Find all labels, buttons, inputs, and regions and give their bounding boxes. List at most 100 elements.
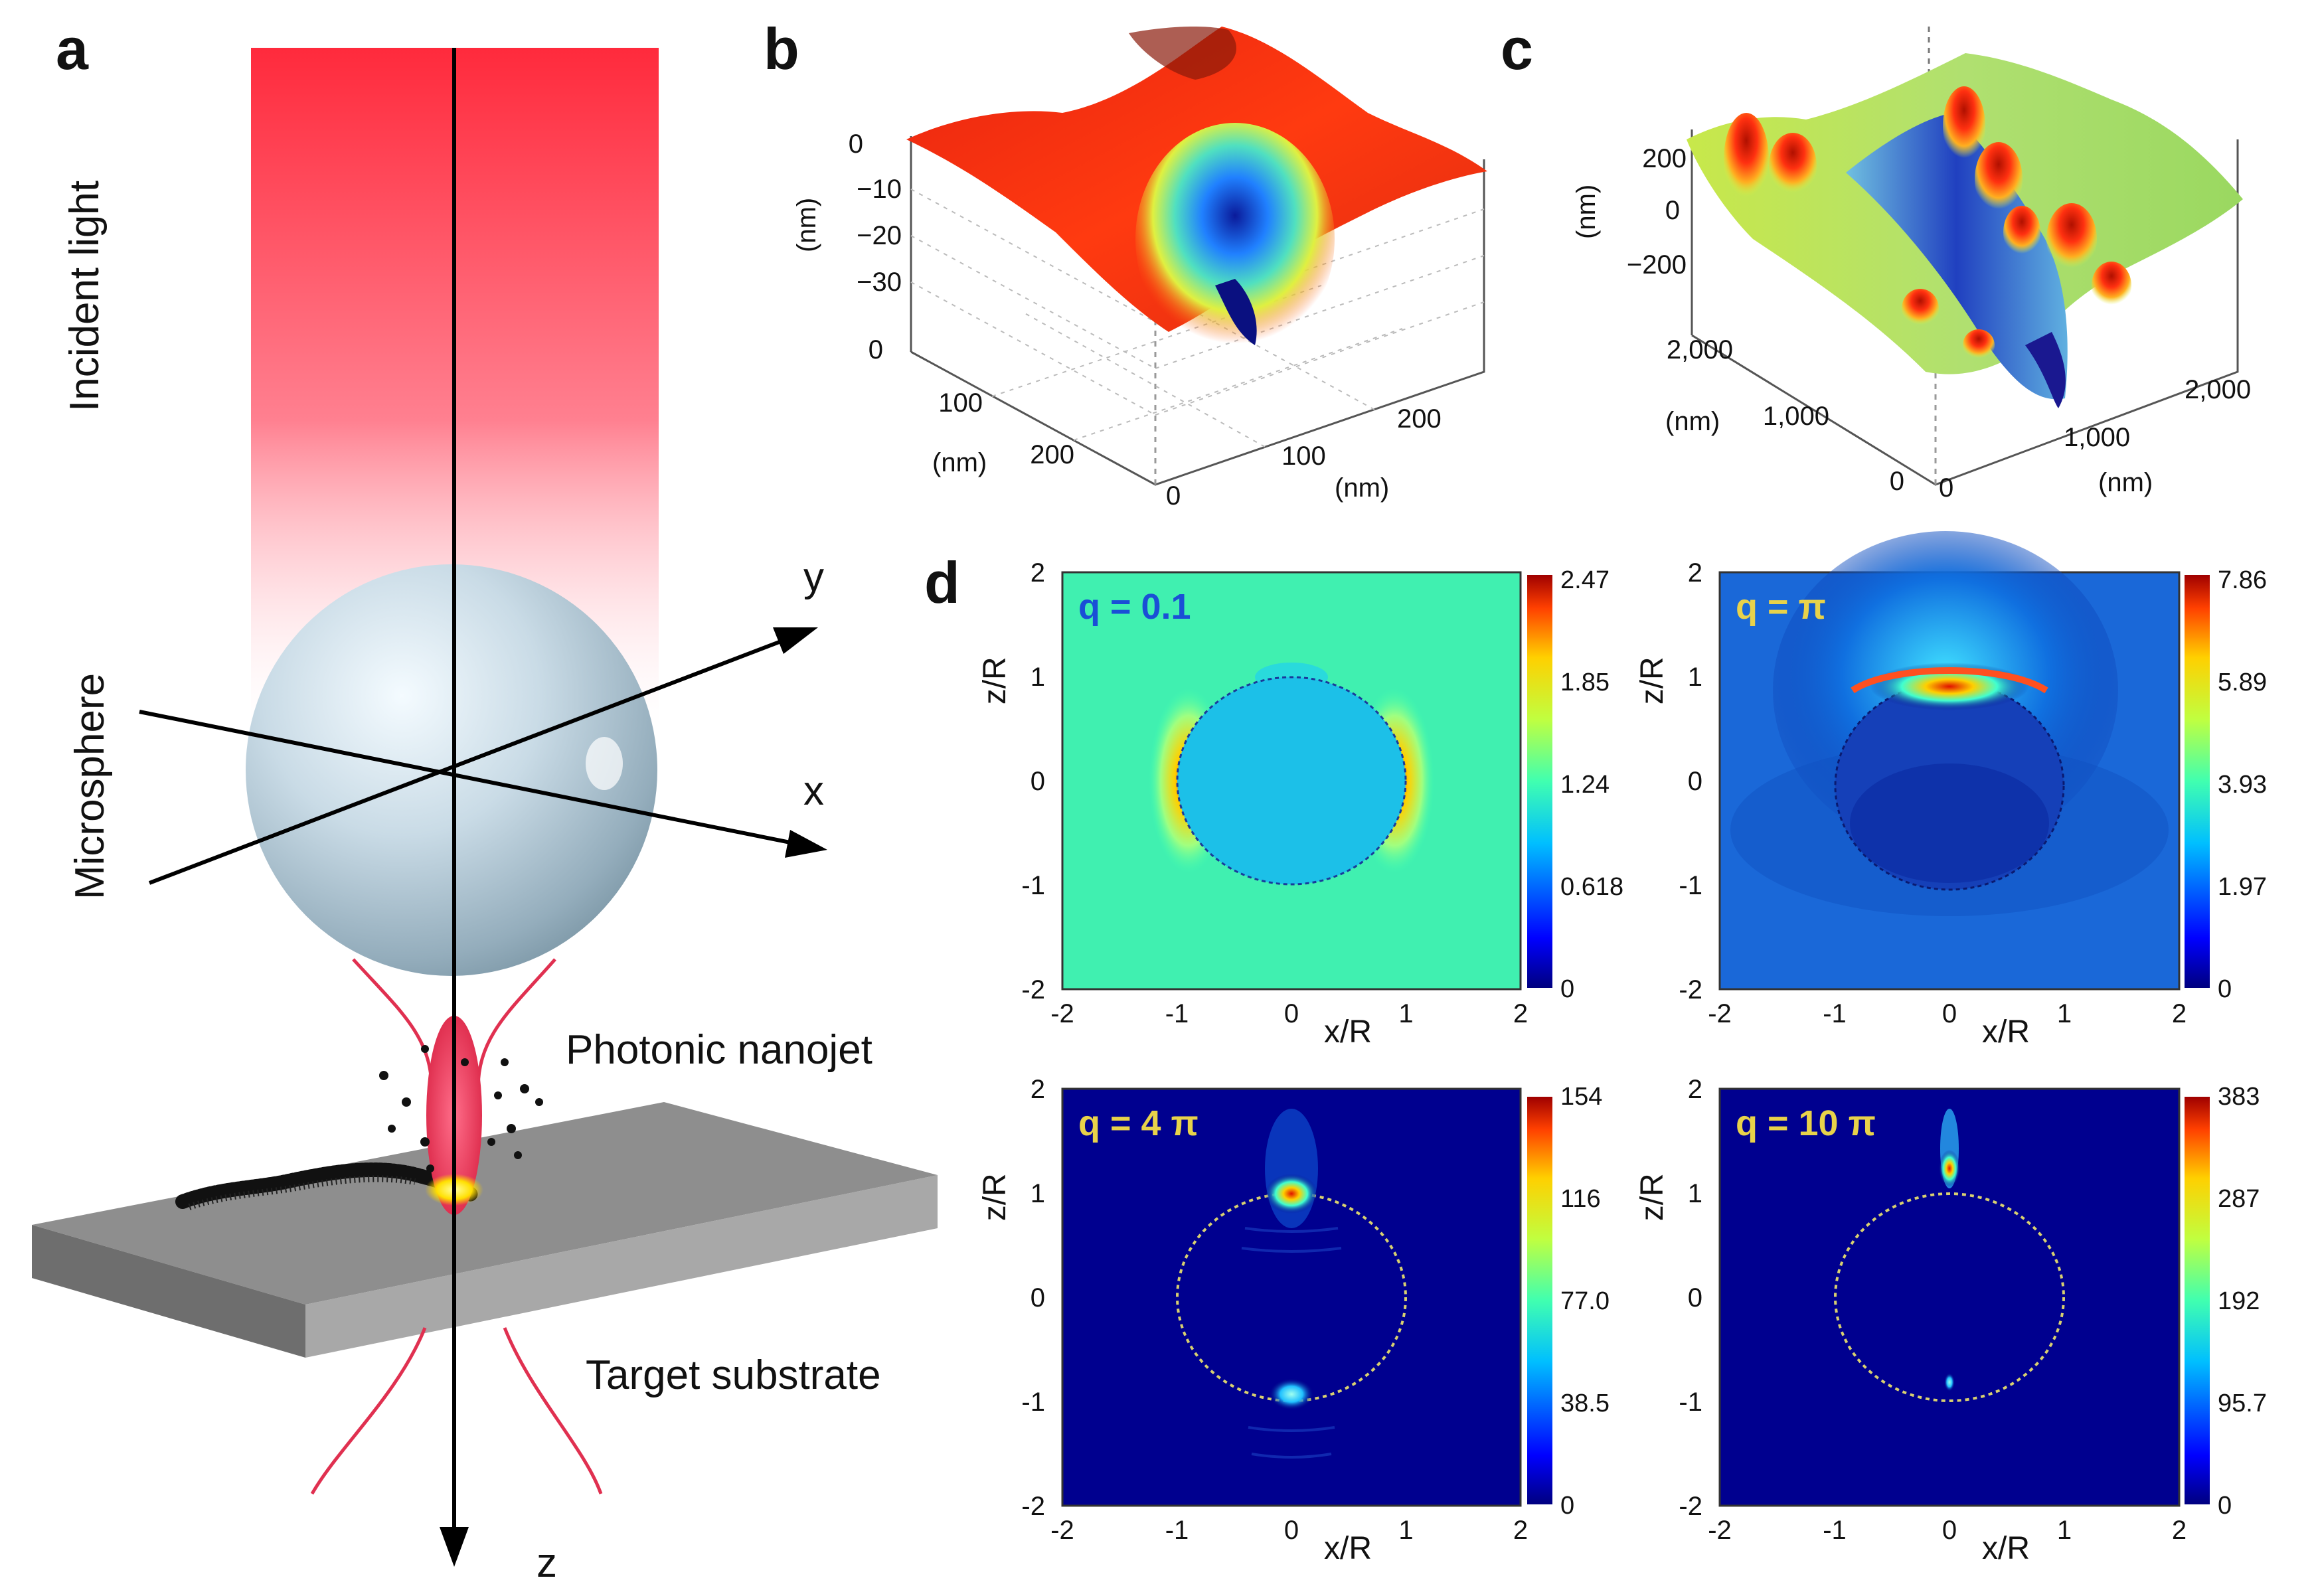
nanojet-boundary-lower-right [503, 1327, 603, 1494]
b-right-tick-1: 100 [1282, 441, 1326, 471]
y-tick-1-0: 2 [1688, 558, 1702, 588]
pit-b [1135, 123, 1335, 355]
q-label-1: q = π [1736, 587, 1826, 627]
b-z-unit: (nm) [792, 198, 821, 252]
panel-letter-d: d [924, 550, 960, 615]
y-axis-label-1: z/R [1635, 657, 1670, 704]
x-axis-label: x [803, 768, 824, 814]
y-axis-label: y [803, 554, 824, 600]
y-tick-0-4: -2 [1021, 975, 1045, 1004]
coordinate-axes [139, 48, 811, 1544]
field-map-q10pi [1718, 1087, 2181, 1507]
panel-a: a Incident light [32, 16, 938, 1586]
colorbar-tick-2-4: 0 [1560, 1492, 1574, 1520]
panel-b: b 0 −10 −20 −30 (nm) 0 100 200 (nm) 0 10 [764, 16, 1487, 511]
colorbar-1 [2185, 575, 2210, 988]
c-z-unit: (nm) [1572, 185, 1601, 239]
c-z-tick-1: 0 [1665, 196, 1680, 225]
x-tick-1-1: -1 [1823, 999, 1847, 1028]
c-left-tick-2: 2,000 [1667, 335, 1733, 364]
b-z-tick-2: −20 [857, 221, 902, 250]
colorbar-tick-0-0: 2.47 [1560, 566, 1610, 594]
y-tick-3-2: 0 [1688, 1283, 1702, 1313]
colorbar-tick-1-1: 5.89 [2218, 669, 2267, 696]
x-tick-2-1: -1 [1165, 1516, 1189, 1545]
colorbar-tick-2-1: 116 [1560, 1185, 1601, 1213]
y-axis-label-0: z/R [977, 657, 1013, 704]
c-right-unit: (nm) [2098, 468, 2153, 497]
c-right-tick-2: 2,000 [2185, 375, 2251, 404]
y-tick-3-1: 1 [1688, 1179, 1702, 1208]
c-right-tick-0: 0 [1939, 473, 1953, 503]
x-tick-3-3: 1 [2057, 1516, 2072, 1545]
y-axis-label-3: z/R [1635, 1173, 1670, 1221]
y-tick-2-4: -2 [1021, 1492, 1045, 1521]
panel-d: d [924, 531, 2267, 1566]
x-tick-1-2: 0 [1942, 999, 1957, 1028]
x-tick-0-0: -2 [1050, 999, 1074, 1028]
panel-c: c 200 0 −200 (nm) 0 1,000 2,000 (nm) [1501, 16, 2251, 503]
x-axis-arrow [785, 830, 827, 858]
y-tick-0-1: 1 [1031, 663, 1045, 692]
nanojet-boundary-lower-left [310, 1327, 427, 1495]
x-tick-2-0: -2 [1050, 1516, 1074, 1545]
q-label-2: q = 4 π [1078, 1103, 1199, 1143]
target-substrate-slab [32, 1102, 938, 1358]
x-tick-0-1: -1 [1165, 999, 1189, 1028]
y-tick-2-1: 1 [1031, 1179, 1045, 1208]
colorbar-tick-1-0: 7.86 [2218, 566, 2267, 594]
colorbar-tick-1-4: 0 [2218, 975, 2232, 1003]
b-right-tick-2: 200 [1397, 404, 1442, 434]
y-tick-1-1: 1 [1688, 663, 1702, 692]
field-map-q0.1 [1061, 571, 1522, 991]
target-substrate-label: Target substrate [586, 1352, 881, 1398]
b-left-tick-2: 200 [1030, 440, 1074, 469]
y-tick-2-3: -1 [1021, 1388, 1045, 1417]
field-map-q4pi [1061, 1087, 1522, 1507]
y-tick-2-0: 2 [1031, 1075, 1045, 1104]
x-axis-label-0: x/R [1324, 1014, 1372, 1050]
x-tick-1-0: -2 [1708, 999, 1732, 1028]
x-axis-label-3: x/R [1982, 1531, 2030, 1566]
colorbar-2 [1527, 1097, 1552, 1504]
c-left-unit: (nm) [1665, 407, 1720, 436]
y-axis-arrow [773, 627, 818, 654]
b-z-tick-3: −30 [857, 268, 902, 297]
colorbar-tick-2-0: 154 [1560, 1083, 1602, 1111]
y-tick-0-2: 0 [1031, 767, 1045, 796]
x-tick-1-4: 2 [2172, 999, 2187, 1028]
b-left-tick-1: 100 [938, 388, 983, 418]
panel-letter-c: c [1501, 16, 1533, 82]
x-axis-label-1: x/R [1982, 1014, 2030, 1050]
y-tick-3-0: 2 [1688, 1075, 1702, 1104]
colorbar-tick-3-4: 0 [2218, 1492, 2232, 1520]
x-tick-0-2: 0 [1284, 999, 1299, 1028]
nanojet-boundary-upper-left [352, 958, 434, 1089]
y-tick-3-3: -1 [1679, 1388, 1702, 1417]
z-axis-label: z [537, 1540, 557, 1586]
microsphere-label: Microsphere [67, 673, 113, 900]
trench-c [1846, 113, 2068, 400]
panel-letter-a: a [56, 16, 89, 82]
bumps-c [1724, 86, 2131, 361]
colorbar-tick-3-0: 383 [2218, 1083, 2260, 1111]
y-tick-0-3: -1 [1021, 871, 1045, 900]
b-z-tick-1: −10 [857, 175, 902, 204]
q-label-0: q = 0.1 [1078, 587, 1191, 627]
y-axis-label-2: z/R [977, 1173, 1013, 1221]
q-label-3: q = 10 π [1736, 1103, 1876, 1143]
c-left-tick-0: 0 [1890, 467, 1904, 496]
x-tick-2-2: 0 [1284, 1516, 1299, 1545]
y-tick-3-4: -2 [1679, 1492, 1702, 1521]
colorbar-3 [2185, 1097, 2210, 1504]
colorbar-tick-1-2: 3.93 [2218, 771, 2267, 799]
b-right-tick-0: 0 [1166, 481, 1181, 511]
x-tick-2-4: 2 [1513, 1516, 1528, 1545]
nanojet-boundary-upper-right [476, 958, 556, 1089]
c-right-tick-1: 1,000 [2064, 423, 2130, 452]
c-left-tick-1: 1,000 [1763, 402, 1829, 431]
c-z-tick-2: −200 [1627, 250, 1687, 279]
x-tick-3-2: 0 [1942, 1516, 1957, 1545]
colorbar-tick-3-2: 192 [2218, 1287, 2260, 1315]
